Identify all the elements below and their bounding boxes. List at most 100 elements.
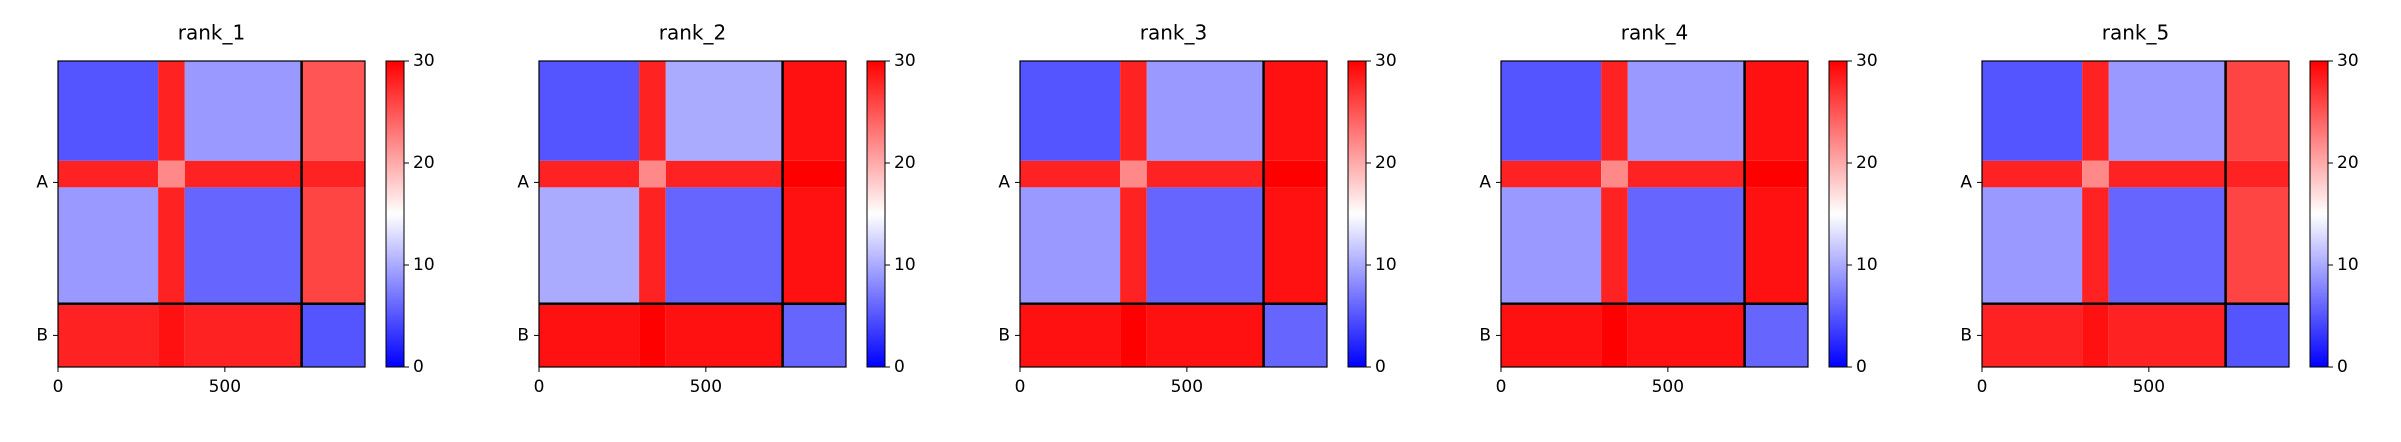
axes-frame (538, 60, 847, 368)
colorbar-tick-label: 0 (894, 357, 905, 377)
heatmap-cell (1263, 61, 1327, 161)
heatmap-cell (301, 160, 365, 188)
heatmap-cell (1146, 61, 1264, 161)
colorbar-tick-label: 0 (2337, 357, 2348, 377)
heatmap-cell (1982, 303, 2083, 367)
heatmap-cell (2082, 160, 2109, 188)
heatmap-cell (1601, 160, 1628, 188)
heatmap-cell (1982, 160, 2083, 188)
heatmap-cell (1146, 303, 1264, 367)
heatmap-cell (1627, 303, 1745, 367)
heatmap-cell (2082, 61, 2109, 161)
colorbar-tick-label: 30 (413, 51, 435, 71)
colorbar-tick-label: 30 (1856, 51, 1878, 71)
heatmap-cell (1146, 160, 1264, 188)
axes-frame (57, 60, 366, 368)
heatmap-cell (665, 61, 783, 161)
heatmap-cell (2108, 61, 2226, 161)
heatmap-cell (1744, 61, 1808, 161)
axes-frame (1500, 60, 1809, 368)
y-tick-label: A (517, 172, 529, 192)
colorbar-tick-label: 10 (2337, 255, 2359, 275)
colorbar-tick-label: 30 (1375, 51, 1397, 71)
heatmap-cell (1501, 303, 1602, 367)
heatmap-cell (539, 160, 640, 188)
heatmap-cell (1744, 160, 1808, 188)
heatmap-cell (158, 187, 185, 304)
heatmap-cell (1263, 187, 1327, 304)
heatmap-cell (184, 187, 302, 304)
x-tick-label: 500 (209, 377, 241, 397)
heatmap-cell (1263, 160, 1327, 188)
heatmap-cell (1501, 61, 1602, 161)
axes-frame (1019, 60, 1328, 368)
x-tick-label: 0 (534, 377, 545, 397)
colorbar-tick-label: 10 (1375, 255, 1397, 275)
heatmap-cell (1120, 187, 1147, 304)
colorbar-tick-label: 20 (2337, 153, 2359, 173)
colorbar (866, 60, 886, 368)
heatmap-cell (1120, 61, 1147, 161)
heatmap-cell (539, 61, 640, 161)
y-tick-label: B (517, 325, 529, 345)
heatmap-cell (2225, 187, 2289, 304)
x-tick-label: 0 (1977, 377, 1988, 397)
y-tick-label: B (998, 325, 1010, 345)
heatmap-cell (158, 303, 185, 367)
colorbar (1347, 60, 1367, 368)
heatmap-cell (184, 160, 302, 188)
y-tick-label: B (36, 325, 48, 345)
heatmap-cell (1020, 187, 1121, 304)
x-tick-label: 0 (53, 377, 64, 397)
heatmap-cell (1501, 160, 1602, 188)
x-tick-label: 500 (1171, 377, 1203, 397)
heatmap-cell (2108, 187, 2226, 304)
heatmap-cell (58, 61, 159, 161)
colorbar-tick-label: 20 (1856, 153, 1878, 173)
heatmap-cell (639, 61, 666, 161)
heatmap-cell (665, 187, 783, 304)
x-tick-label: 500 (690, 377, 722, 397)
heatmap-cell (1627, 160, 1745, 188)
axes-frame (1981, 60, 2290, 368)
heatmap-cell (1601, 187, 1628, 304)
y-tick-label: B (1479, 325, 1491, 345)
colorbar-tick-label: 10 (1856, 255, 1878, 275)
heatmap-cell (1020, 61, 1121, 161)
colorbar-tick-label: 0 (1375, 357, 1386, 377)
x-tick-label: 500 (1652, 377, 1684, 397)
heatmap-cell (1120, 303, 1147, 367)
heatmap-cell (301, 187, 365, 304)
x-tick-label: 500 (2133, 377, 2165, 397)
y-tick-label: A (1479, 172, 1491, 192)
panel-title: rank_4 (1621, 21, 1688, 45)
heatmap-cell (58, 160, 159, 188)
heatmap-cell (1263, 303, 1327, 367)
heatmap-cell (1627, 187, 1745, 304)
y-tick-label: B (1960, 325, 1972, 345)
y-tick-label: A (1960, 172, 1972, 192)
panel-title: rank_5 (2102, 21, 2169, 45)
heatmap-cell (782, 303, 846, 367)
heatmap-cell (1601, 303, 1628, 367)
heatmap-cell (1627, 61, 1745, 161)
heatmap-cell (1120, 160, 1147, 188)
heatmap-cell (2082, 187, 2109, 304)
heatmap-cell (1982, 187, 2083, 304)
colorbar (385, 60, 405, 368)
heatmap-cell (158, 61, 185, 161)
heatmap-cell (1982, 61, 2083, 161)
heatmap-cell (665, 160, 783, 188)
panel-title: rank_2 (659, 21, 726, 45)
heatmap-cell (2108, 160, 2226, 188)
colorbar-tick-label: 10 (894, 255, 916, 275)
colorbar-tick-label: 20 (413, 153, 435, 173)
colorbar-tick-label: 20 (1375, 153, 1397, 173)
heatmap-cell (58, 303, 159, 367)
heatmap-cell (184, 303, 302, 367)
heatmap-cell (1744, 187, 1808, 304)
colorbar-tick-label: 10 (413, 255, 435, 275)
panel-title: rank_1 (178, 21, 245, 45)
